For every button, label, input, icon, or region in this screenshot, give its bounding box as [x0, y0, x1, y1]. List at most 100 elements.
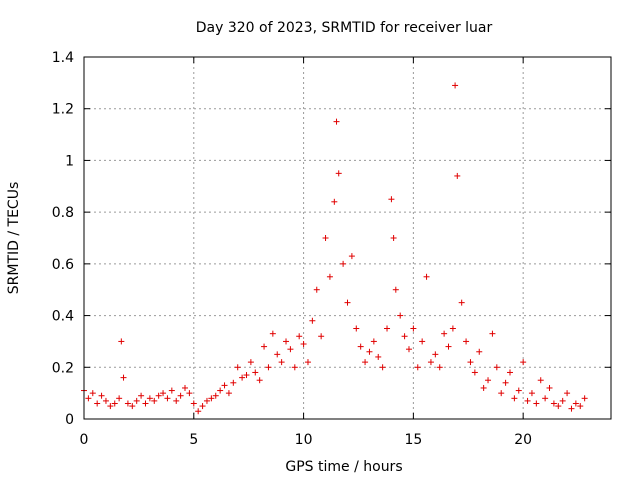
- data-point: [212, 392, 219, 399]
- data-point: [436, 364, 443, 371]
- data-point: [142, 400, 149, 407]
- y-tick-label: 0.4: [52, 309, 74, 325]
- data-point: [432, 351, 439, 358]
- data-point: [287, 346, 294, 353]
- data-point: [265, 364, 272, 371]
- data-point: [515, 387, 522, 394]
- data-point: [331, 198, 338, 205]
- data-point: [384, 325, 391, 332]
- data-point: [138, 392, 145, 399]
- y-tick-label: 0.8: [52, 205, 74, 221]
- data-point: [454, 172, 461, 179]
- plot-frame: [83, 56, 612, 420]
- data-point: [463, 338, 470, 345]
- y-tick-label: 1.2: [52, 102, 74, 118]
- data-point: [362, 359, 369, 366]
- data-point: [564, 390, 571, 397]
- data-point: [129, 403, 136, 410]
- data-point: [256, 377, 263, 384]
- data-point: [89, 390, 96, 397]
- data-point: [392, 286, 399, 293]
- data-point: [348, 253, 355, 260]
- grid-layer: [84, 57, 611, 419]
- data-point: [555, 403, 562, 410]
- data-point: [511, 395, 518, 402]
- data-point: [577, 403, 584, 410]
- data-point: [107, 403, 114, 410]
- data-point: [559, 397, 566, 404]
- data-point: [217, 387, 224, 394]
- data-point: [489, 330, 496, 337]
- data-point: [291, 364, 298, 371]
- y-tick-label: 0.6: [52, 257, 74, 273]
- data-point: [366, 348, 373, 355]
- data-point: [458, 299, 465, 306]
- data-point: [388, 196, 395, 203]
- x-tick-label: 5: [189, 432, 198, 448]
- data-point: [498, 390, 505, 397]
- data-point: [283, 338, 290, 345]
- x-tick-label: 15: [404, 432, 422, 448]
- x-tick-label: 0: [80, 432, 89, 448]
- data-point: [528, 390, 535, 397]
- data-point: [326, 273, 333, 280]
- x-axis-label: GPS time / hours: [285, 459, 402, 475]
- data-point: [533, 400, 540, 407]
- data-point: [397, 312, 404, 319]
- data-point: [445, 343, 452, 350]
- data-point: [335, 170, 342, 177]
- data-point: [94, 400, 101, 407]
- data-point: [300, 341, 307, 348]
- x-tick-label: 20: [514, 432, 532, 448]
- data-point: [133, 397, 140, 404]
- data-point: [357, 343, 364, 350]
- data-point: [353, 325, 360, 332]
- data-point: [401, 333, 408, 340]
- data-point: [309, 317, 316, 324]
- data-point: [278, 359, 285, 366]
- data-point: [120, 374, 127, 381]
- data-point: [322, 235, 329, 241]
- ticks-layer: 0 0.2 0.4 0.6 0.8 1 1.2 1.4 0 5 10 15 20: [52, 50, 611, 448]
- data-point: [111, 400, 118, 407]
- data-point: [168, 387, 175, 394]
- data-point: [118, 338, 125, 345]
- data-point: [333, 118, 340, 125]
- data-point: [524, 397, 531, 404]
- data-point: [221, 382, 228, 389]
- data-point: [243, 372, 250, 379]
- data-point: [572, 400, 579, 407]
- data-point: [230, 379, 237, 386]
- data-point: [164, 395, 171, 402]
- data-point: [344, 299, 351, 306]
- data-point: [116, 395, 123, 402]
- data-point: [340, 260, 347, 267]
- x-tick-label: 10: [295, 432, 313, 448]
- data-point: [102, 397, 109, 404]
- data-point: [441, 330, 448, 337]
- data-point: [203, 397, 210, 404]
- data-point: [485, 377, 492, 384]
- data-point: [546, 384, 553, 391]
- data-point: [269, 330, 276, 337]
- data-point: [239, 374, 246, 381]
- data-point: [449, 325, 456, 332]
- data-point: [208, 395, 215, 402]
- data-point: [173, 397, 180, 404]
- data-point: [452, 82, 459, 89]
- y-tick-label: 0.2: [52, 360, 74, 376]
- data-point: [304, 359, 311, 366]
- data-point: [414, 364, 421, 371]
- data-point: [199, 403, 206, 410]
- data-point: [550, 400, 557, 407]
- data-point: [476, 348, 483, 355]
- data-point: [480, 384, 487, 391]
- data-point: [274, 351, 281, 358]
- data-point: [379, 364, 386, 371]
- data-point: [124, 400, 131, 407]
- data-point: [190, 400, 197, 407]
- data-point: [195, 408, 202, 415]
- data-point: [261, 343, 268, 350]
